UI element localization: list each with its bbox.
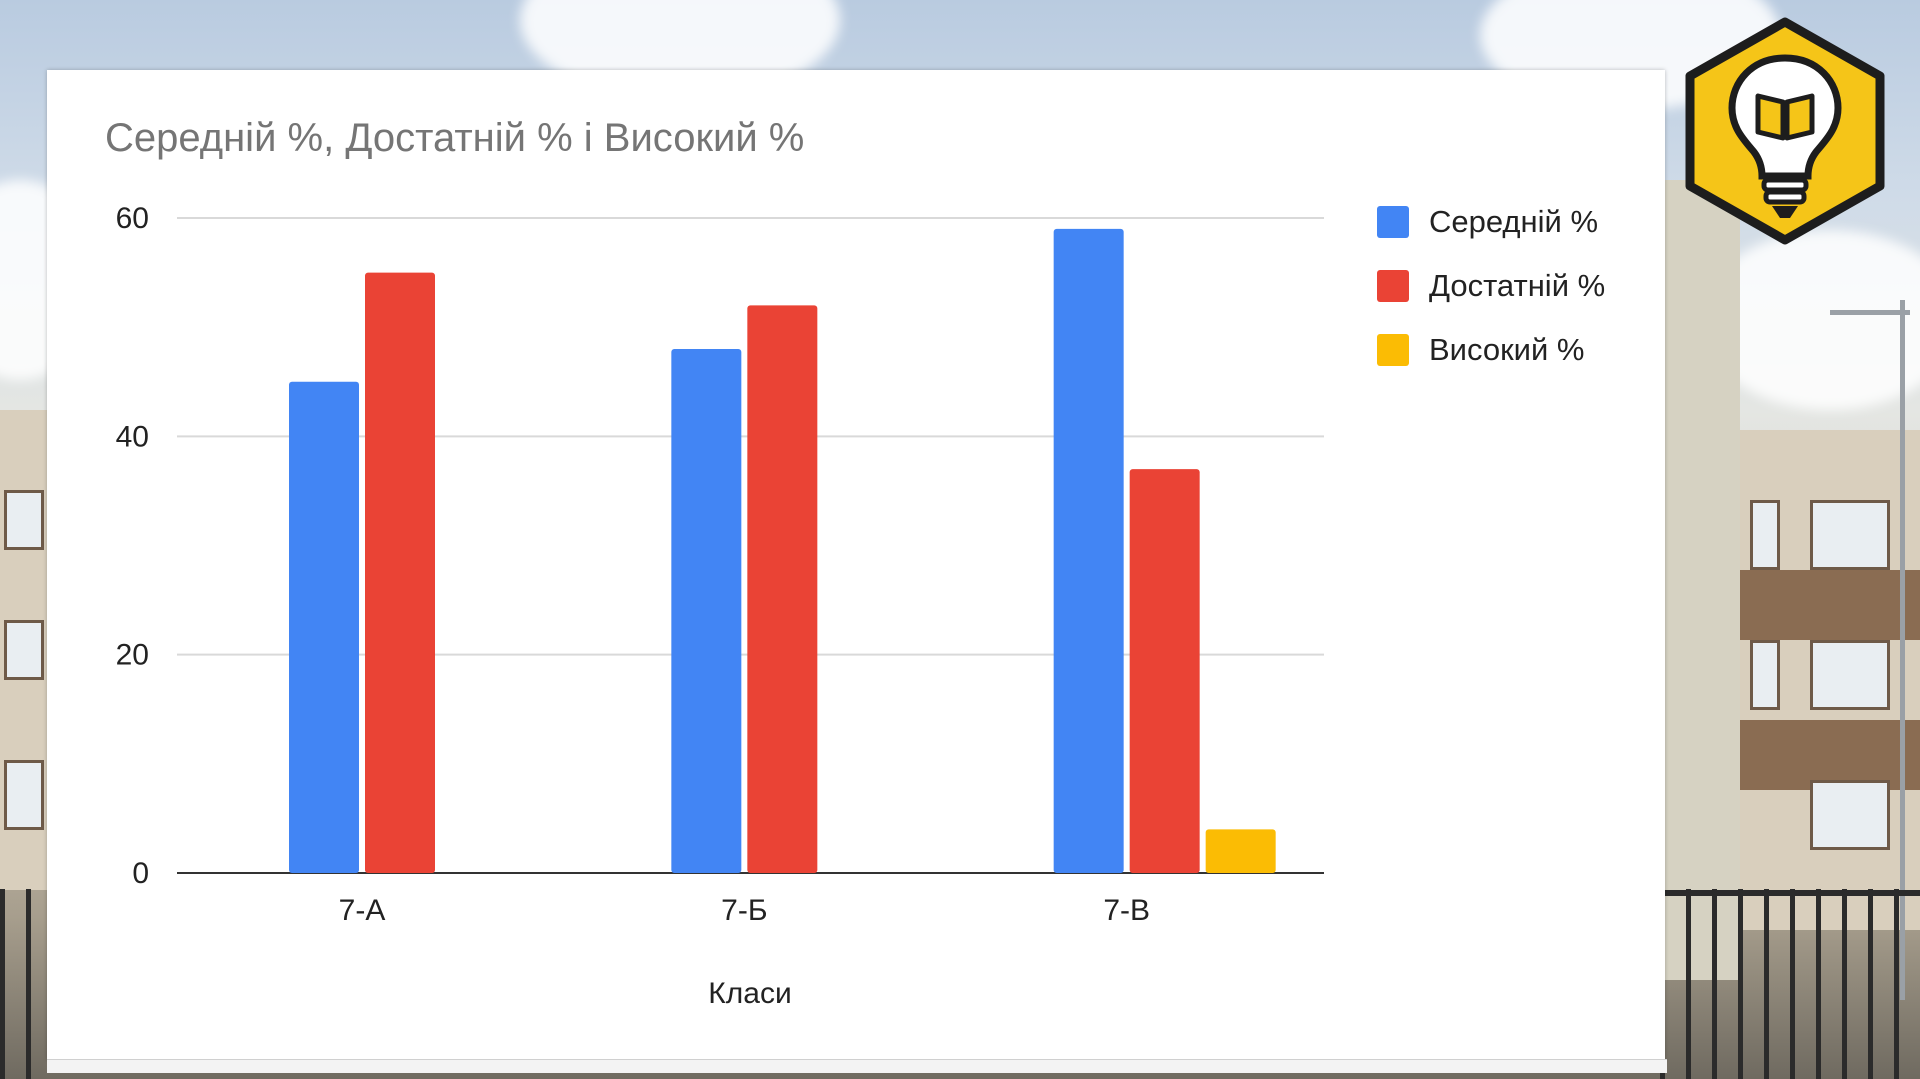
- legend-item: Середній %: [1377, 190, 1605, 254]
- bar: [747, 305, 818, 873]
- y-tick-label: 20: [116, 639, 149, 672]
- chart-legend: Середній % Достатній % Високий %: [1377, 190, 1605, 382]
- bar: [1205, 829, 1276, 873]
- y-tick-label: 40: [116, 420, 149, 453]
- x-axis-label: Класи: [708, 977, 791, 1010]
- y-tick-label: 0: [132, 857, 149, 890]
- bar: [365, 272, 435, 873]
- bar: [289, 381, 359, 873]
- bar: [1053, 228, 1124, 873]
- legend-item: Достатній %: [1377, 254, 1605, 318]
- legend-swatch: [1377, 206, 1409, 238]
- x-tick-label: 7-В: [1103, 894, 1150, 927]
- x-tick-label: 7-А: [339, 894, 386, 927]
- legend-swatch: [1377, 334, 1409, 366]
- legend-swatch: [1377, 270, 1409, 302]
- bar: [671, 349, 742, 873]
- legend-label: Достатній %: [1429, 268, 1606, 303]
- legend-item: Високий %: [1377, 318, 1605, 382]
- bar-chart: 0 20 40 60 7-А 7-Б 7-В Класи: [116, 202, 1324, 1010]
- spreadsheet-strip: [47, 1059, 1667, 1073]
- x-tick-label: 7-Б: [721, 894, 767, 927]
- lightbulb-book-icon: [1685, 17, 1885, 245]
- legend-label: Високий %: [1429, 332, 1585, 367]
- legend-label: Середній %: [1429, 204, 1599, 239]
- chart-card: Середній %, Достатній % і Високий % 0 20 4…: [47, 70, 1667, 1073]
- y-tick-label: 60: [116, 202, 149, 235]
- bar: [1129, 469, 1200, 873]
- chart-title: Середній %, Достатній % і Високий %: [105, 116, 805, 160]
